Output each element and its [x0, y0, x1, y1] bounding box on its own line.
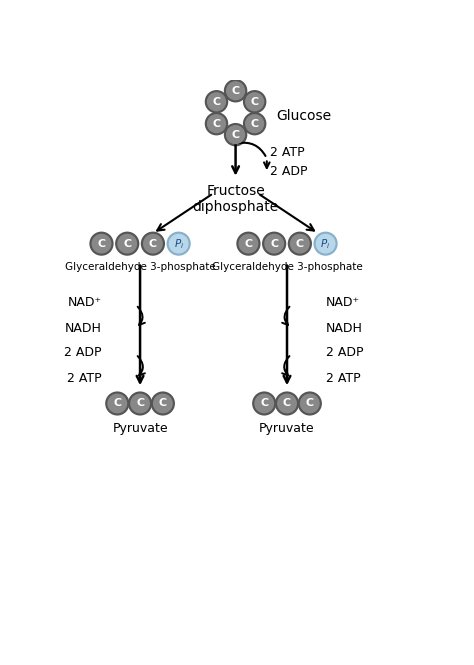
Circle shape [128, 392, 152, 416]
Circle shape [169, 234, 189, 253]
Text: C: C [283, 398, 291, 408]
Text: C: C [306, 398, 314, 408]
Circle shape [300, 394, 320, 414]
Circle shape [143, 234, 163, 253]
Circle shape [313, 231, 337, 256]
Text: C: C [212, 118, 220, 129]
Text: 2 ATP: 2 ATP [67, 372, 101, 386]
Circle shape [141, 231, 165, 256]
Text: C: C [159, 398, 167, 408]
Circle shape [237, 231, 261, 256]
Circle shape [107, 394, 127, 414]
Text: NADH: NADH [64, 322, 101, 335]
Text: C: C [251, 96, 259, 107]
Text: C: C [136, 398, 144, 408]
Circle shape [166, 231, 191, 256]
Text: NAD⁺: NAD⁺ [326, 297, 360, 309]
Circle shape [130, 394, 150, 414]
Circle shape [224, 79, 247, 102]
Circle shape [205, 112, 228, 136]
Text: 2 ATP: 2 ATP [326, 372, 360, 386]
Circle shape [90, 231, 114, 256]
Text: NAD⁺: NAD⁺ [67, 297, 101, 309]
Circle shape [226, 81, 245, 100]
Text: C: C [296, 239, 304, 249]
Text: C: C [212, 96, 220, 107]
Text: Pyruvate: Pyruvate [112, 422, 168, 435]
Text: C: C [123, 239, 131, 249]
Text: NADH: NADH [326, 322, 363, 335]
Text: Glyceraldehyde 3-phosphate: Glyceraldehyde 3-phosphate [64, 262, 216, 272]
Text: Fructose
diphosphate: Fructose diphosphate [192, 184, 279, 214]
Circle shape [254, 394, 274, 414]
Circle shape [252, 392, 276, 416]
Text: C: C [149, 239, 157, 249]
Circle shape [290, 234, 310, 253]
Text: 2 ADP: 2 ADP [64, 346, 101, 359]
Text: Pyruvate: Pyruvate [259, 422, 315, 435]
Text: $P_i$: $P_i$ [320, 237, 331, 251]
Circle shape [91, 234, 111, 253]
Text: C: C [113, 398, 121, 408]
Circle shape [205, 90, 228, 114]
Text: C: C [231, 86, 240, 96]
Circle shape [117, 234, 137, 253]
Circle shape [207, 92, 226, 111]
Circle shape [245, 114, 264, 133]
Circle shape [207, 114, 226, 133]
Circle shape [153, 394, 173, 414]
Text: C: C [231, 130, 240, 140]
Circle shape [243, 90, 266, 114]
Text: 2 ADP: 2 ADP [326, 346, 363, 359]
Circle shape [226, 125, 245, 144]
Text: $P_i$: $P_i$ [173, 237, 184, 251]
Circle shape [298, 392, 322, 416]
Circle shape [238, 234, 258, 253]
Text: 2 ADP: 2 ADP [271, 166, 308, 178]
Circle shape [151, 392, 175, 416]
Circle shape [316, 234, 336, 253]
Text: Glyceraldehyde 3-phosphate: Glyceraldehyde 3-phosphate [211, 262, 363, 272]
Circle shape [105, 392, 129, 416]
Text: C: C [98, 239, 106, 249]
Text: C: C [270, 239, 278, 249]
Circle shape [245, 92, 264, 111]
Text: Glucose: Glucose [276, 109, 331, 124]
Text: C: C [251, 118, 259, 129]
Text: 2 ATP: 2 ATP [271, 146, 305, 160]
Circle shape [115, 231, 139, 256]
Circle shape [262, 231, 286, 256]
Circle shape [275, 392, 299, 416]
Circle shape [288, 231, 312, 256]
Circle shape [243, 112, 266, 136]
Text: C: C [260, 398, 268, 408]
Circle shape [224, 123, 247, 146]
Circle shape [277, 394, 297, 414]
Text: C: C [245, 239, 253, 249]
Circle shape [264, 234, 284, 253]
